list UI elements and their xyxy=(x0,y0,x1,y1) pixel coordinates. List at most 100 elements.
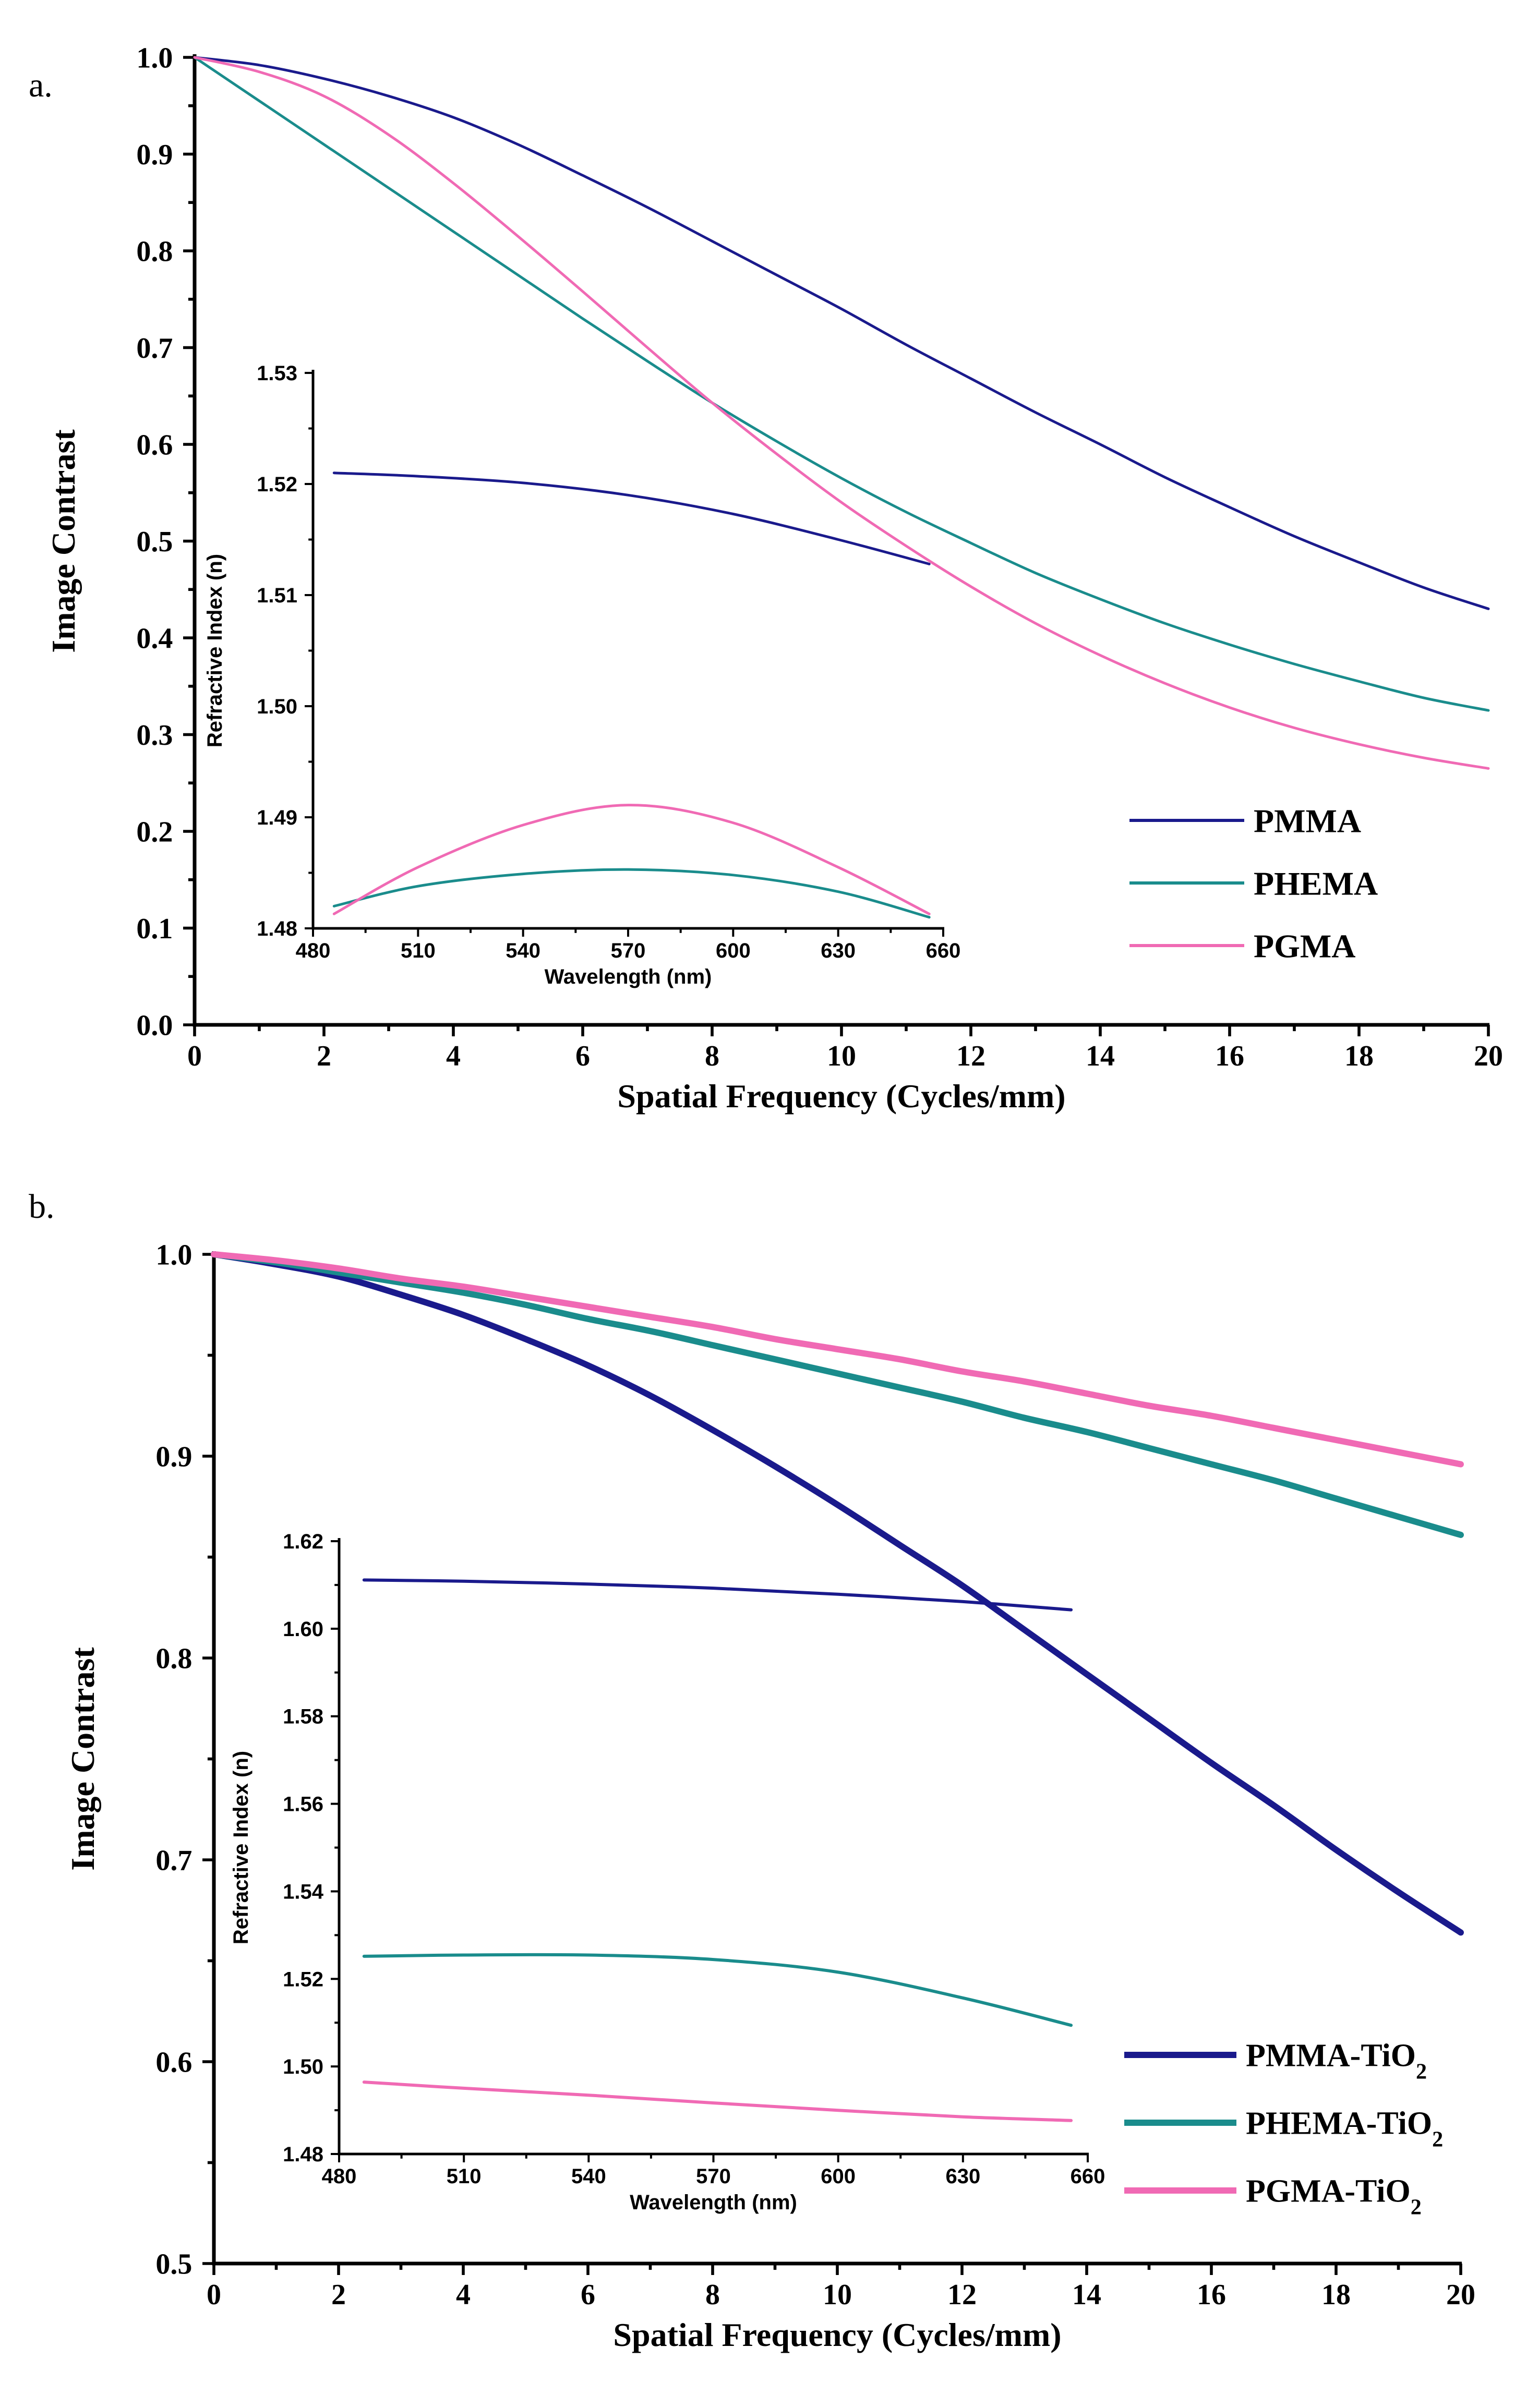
y-tick-label: 0.6 xyxy=(155,2047,192,2079)
y-tick-label: 1.0 xyxy=(155,1239,192,1272)
y-tick-label: 1.50 xyxy=(283,2055,323,2078)
main-a-line-pgma xyxy=(193,56,1490,770)
x-tick-label: 540 xyxy=(571,2165,606,2188)
x-tick-label: 2 xyxy=(317,1040,331,1072)
legend-label: PGMA xyxy=(1254,927,1356,964)
inset-a-line-pmma xyxy=(332,471,931,565)
x-tick-label: 480 xyxy=(296,939,331,962)
y-tick-label: 0.8 xyxy=(136,236,173,268)
legend-label: PHEMA xyxy=(1254,865,1378,902)
y-tick-label: 1.50 xyxy=(257,695,297,718)
legend-label: PMMA-TiO2 xyxy=(1246,2038,1427,2084)
y-tick-label: 1.49 xyxy=(257,806,297,829)
y-tick-label: 1.51 xyxy=(257,584,297,607)
x-tick-label: 8 xyxy=(705,2279,720,2311)
x-tick-label: 0 xyxy=(207,2279,221,2311)
panel-label: b. xyxy=(29,1188,55,1226)
x-tick-label: 4 xyxy=(446,1040,461,1072)
x-tick-label: 540 xyxy=(506,939,540,962)
legend-subscript: 2 xyxy=(1416,2059,1427,2084)
x-tick-label: 570 xyxy=(611,939,646,962)
y-tick-label: 1.54 xyxy=(283,1880,324,1903)
x-tick-label: 510 xyxy=(447,2165,482,2188)
y-tick-label: 1.58 xyxy=(283,1705,323,1728)
inset-b-line-phema-tio2 xyxy=(362,1953,1073,2027)
x-tick-label: 8 xyxy=(705,1040,719,1072)
legend-label: PGMA-TiO2 xyxy=(1246,2174,1422,2220)
legend-label: PHEMA-TiO2 xyxy=(1246,2106,1443,2152)
x-axis-title: Spatial Frequency (Cycles/mm) xyxy=(613,2316,1061,2353)
y-tick-label: 1.48 xyxy=(283,2143,323,2166)
inset-a-line-pgma xyxy=(332,804,931,915)
y-axis-title: Image Contrast xyxy=(64,1647,101,1871)
x-tick-label: 480 xyxy=(322,2165,357,2188)
x-tick-label: 20 xyxy=(1446,2279,1475,2311)
y-tick-label: 0.0 xyxy=(136,1010,173,1042)
y-tick-label: 0.9 xyxy=(136,139,173,171)
main-a-line-pmma xyxy=(193,56,1490,610)
x-tick-label: 14 xyxy=(1072,2279,1101,2311)
inset-b-line-pgma-tio2 xyxy=(362,2080,1073,2122)
y-tick-label: 1.0 xyxy=(136,42,173,75)
y-tick-label: 0.1 xyxy=(136,913,173,945)
y-tick-label: 1.62 xyxy=(283,1530,323,1553)
y-tick-label: 0.7 xyxy=(155,1845,192,1877)
y-axis-title: Image Contrast xyxy=(45,429,82,653)
main-b-line-pmma-tio2 xyxy=(211,1251,1464,1936)
y-tick-label: 1.60 xyxy=(283,1618,323,1641)
y-tick-label: 0.7 xyxy=(136,332,173,365)
x-axis-title: Wavelength (nm) xyxy=(545,965,712,988)
y-tick-label: 1.56 xyxy=(283,1793,323,1816)
x-tick-label: 570 xyxy=(696,2165,731,2188)
y-axis-title: Refractive Index (n) xyxy=(203,554,226,747)
x-tick-label: 600 xyxy=(821,2165,856,2188)
main-b-line-pgma-tio2 xyxy=(211,1251,1464,1468)
inset-a-line-phema xyxy=(332,868,931,919)
y-tick-label: 0.9 xyxy=(155,1441,192,1473)
x-tick-label: 16 xyxy=(1215,1040,1244,1072)
x-tick-label: 600 xyxy=(716,939,751,962)
inset-b-line-pmma-tio2 xyxy=(362,1578,1073,1612)
y-tick-label: 0.8 xyxy=(155,1643,192,1675)
x-tick-label: 10 xyxy=(823,2279,852,2311)
legend-subscript: 2 xyxy=(1411,2195,1422,2219)
x-tick-label: 12 xyxy=(956,1040,985,1072)
x-axis-title: Spatial Frequency (Cycles/mm) xyxy=(617,1078,1065,1115)
y-tick-label: 0.4 xyxy=(136,623,173,655)
x-tick-label: 660 xyxy=(1071,2165,1105,2188)
y-tick-label: 1.52 xyxy=(283,1968,323,1991)
y-tick-label: 0.5 xyxy=(155,2248,192,2281)
y-axis-title: Refractive Index (n) xyxy=(230,1751,253,1944)
legend-label: PMMA xyxy=(1254,802,1361,839)
y-tick-label: 0.2 xyxy=(136,816,173,849)
legend-subscript: 2 xyxy=(1432,2127,1443,2151)
y-tick-label: 1.53 xyxy=(257,362,297,385)
x-tick-label: 510 xyxy=(401,939,436,962)
x-tick-label: 0 xyxy=(187,1040,202,1072)
x-tick-label: 16 xyxy=(1197,2279,1226,2311)
panel-label: a. xyxy=(29,66,53,104)
x-tick-label: 4 xyxy=(456,2279,471,2311)
y-tick-label: 0.6 xyxy=(136,429,173,462)
main-b-line-phema-tio2 xyxy=(211,1251,1464,1538)
x-tick-label: 2 xyxy=(331,2279,346,2311)
x-axis-title: Wavelength (nm) xyxy=(630,2191,797,2214)
y-tick-label: 1.48 xyxy=(257,917,297,940)
x-tick-label: 630 xyxy=(945,2165,980,2188)
x-tick-label: 20 xyxy=(1474,1040,1503,1072)
panel-b: b. 0 2 4 6 8 10 12 14 16 18 20 0.5 0.6 0.7 0.8 0.9 1.0 Spa… xyxy=(29,1188,1475,2353)
x-tick-label: 18 xyxy=(1321,2279,1351,2311)
y-tick-label: 0.3 xyxy=(136,719,173,752)
x-tick-label: 10 xyxy=(827,1040,856,1072)
x-tick-label: 14 xyxy=(1086,1040,1115,1072)
main-a-line-phema xyxy=(193,56,1490,712)
x-tick-label: 12 xyxy=(947,2279,977,2311)
x-tick-label: 660 xyxy=(926,939,961,962)
x-tick-label: 6 xyxy=(581,2279,595,2311)
x-tick-label: 630 xyxy=(821,939,856,962)
x-tick-label: 18 xyxy=(1344,1040,1374,1072)
y-tick-label: 0.5 xyxy=(136,526,173,558)
x-tick-label: 6 xyxy=(575,1040,590,1072)
panel-a: a. 0 2 4 6 8 10 12 14 16 18 20 0.0 0.1 0.2 0.3 0.4 0.5 0.6… xyxy=(29,42,1503,1115)
